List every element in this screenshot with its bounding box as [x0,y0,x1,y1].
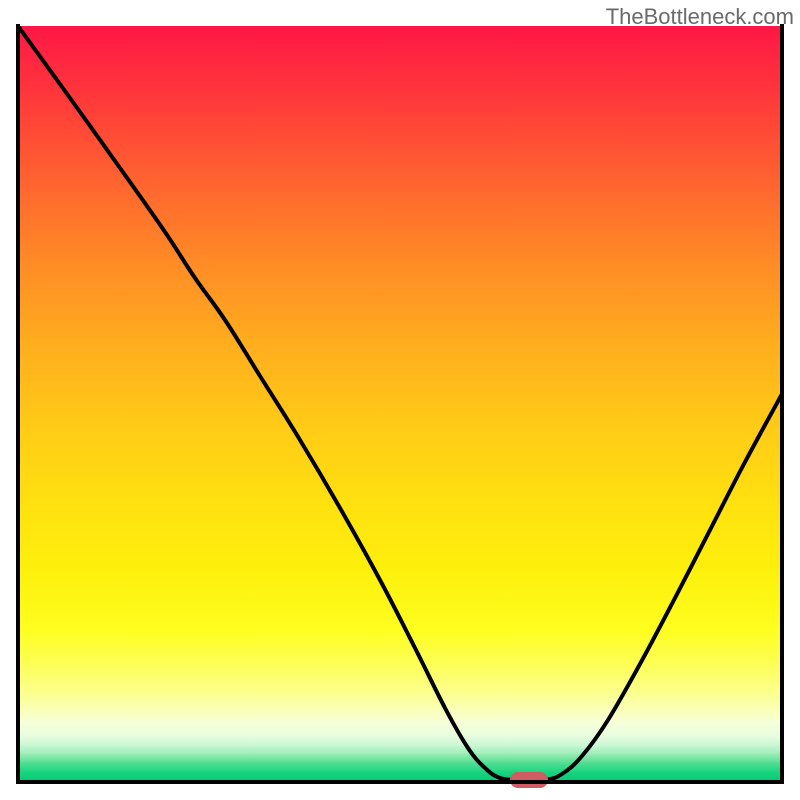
watermark-label: TheBottleneck.com [606,4,794,30]
chart-container: TheBottleneck.com [0,0,800,800]
gradient-background [18,26,782,783]
bottleneck-chart [0,0,800,800]
